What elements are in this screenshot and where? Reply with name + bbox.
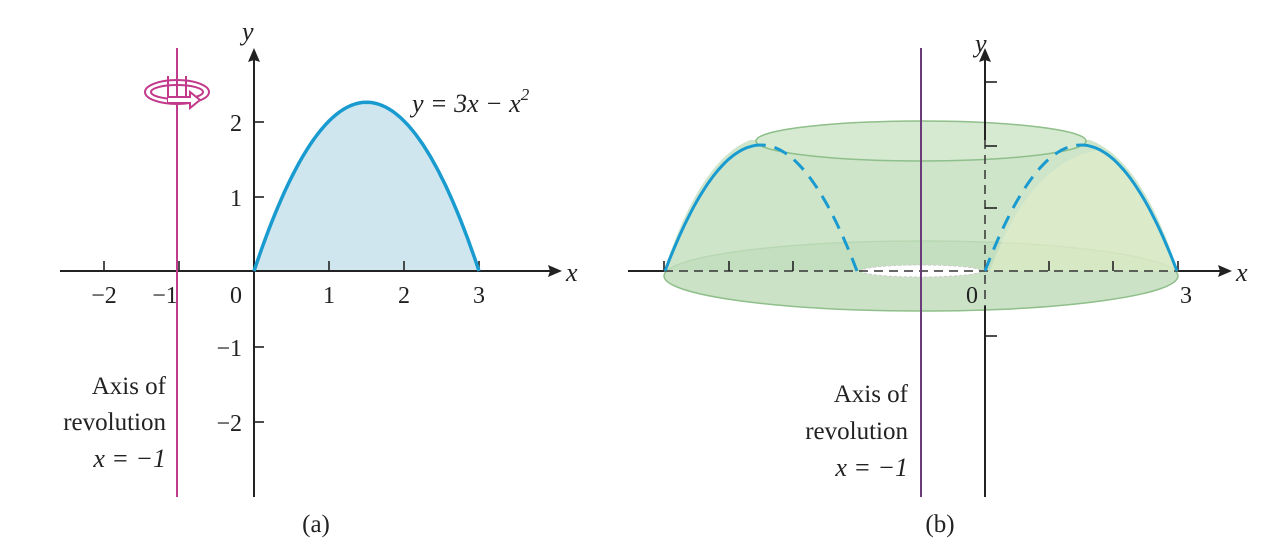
x-tick-label: −1 — [152, 283, 178, 309]
y-axis-arrow — [979, 48, 991, 62]
equation-label: y = 3x − x2 — [409, 85, 530, 118]
y-tick-label: 1 — [230, 186, 242, 212]
generating-curve-left — [663, 143, 762, 272]
solid-highlight — [990, 150, 1175, 271]
y-tick-label: −2 — [216, 411, 242, 437]
x-tick-label: 0 — [230, 283, 242, 309]
panel-b: x y 0 3 Axis of revolution x = −1 (b) — [628, 29, 1248, 538]
x-tick-label: 0 — [966, 283, 978, 309]
axis-label-line3: x = −1 — [92, 444, 166, 473]
y-axis-label: y — [972, 29, 987, 58]
caption-b: (b) — [925, 511, 954, 538]
axis-label-line2: revolution — [63, 409, 166, 436]
panel-a: −2 −1 0 1 2 3 2 1 −1 −2 x y y = 3x − x2 — [60, 17, 578, 538]
x-ticks — [663, 261, 1179, 271]
x-tick-label: 3 — [473, 283, 485, 309]
x-axis-label: x — [565, 258, 578, 287]
x-axis-arrow — [548, 265, 562, 277]
y-axis-arrow — [248, 48, 260, 62]
generating-curve-right — [1080, 143, 1179, 272]
axis-label-line1: Axis of — [92, 373, 167, 400]
y-tick-label: 2 — [230, 111, 242, 137]
y-ticks — [254, 121, 264, 423]
x-axis-label: x — [1235, 258, 1248, 287]
axis-label-line1: Axis of — [834, 381, 909, 408]
y-axis-label: y — [239, 17, 254, 46]
hidden-curve-left — [760, 143, 859, 272]
x-tick-label: 1 — [323, 283, 335, 309]
y-tick-label: −1 — [216, 336, 242, 362]
x-tick-label: 3 — [1180, 283, 1192, 309]
parabola-curve — [252, 100, 481, 272]
axis-label-line3: x = −1 — [834, 453, 908, 482]
y-ticks — [985, 81, 997, 337]
rotation-arrow-icon — [144, 76, 210, 111]
axis-label-line2: revolution — [805, 418, 908, 445]
x-tick-label: −2 — [91, 283, 117, 309]
x-tick-label: 2 — [398, 283, 410, 309]
hidden-curve-right — [983, 143, 1082, 272]
caption-a: (a) — [302, 511, 330, 538]
x-axis-arrow — [1218, 265, 1232, 277]
